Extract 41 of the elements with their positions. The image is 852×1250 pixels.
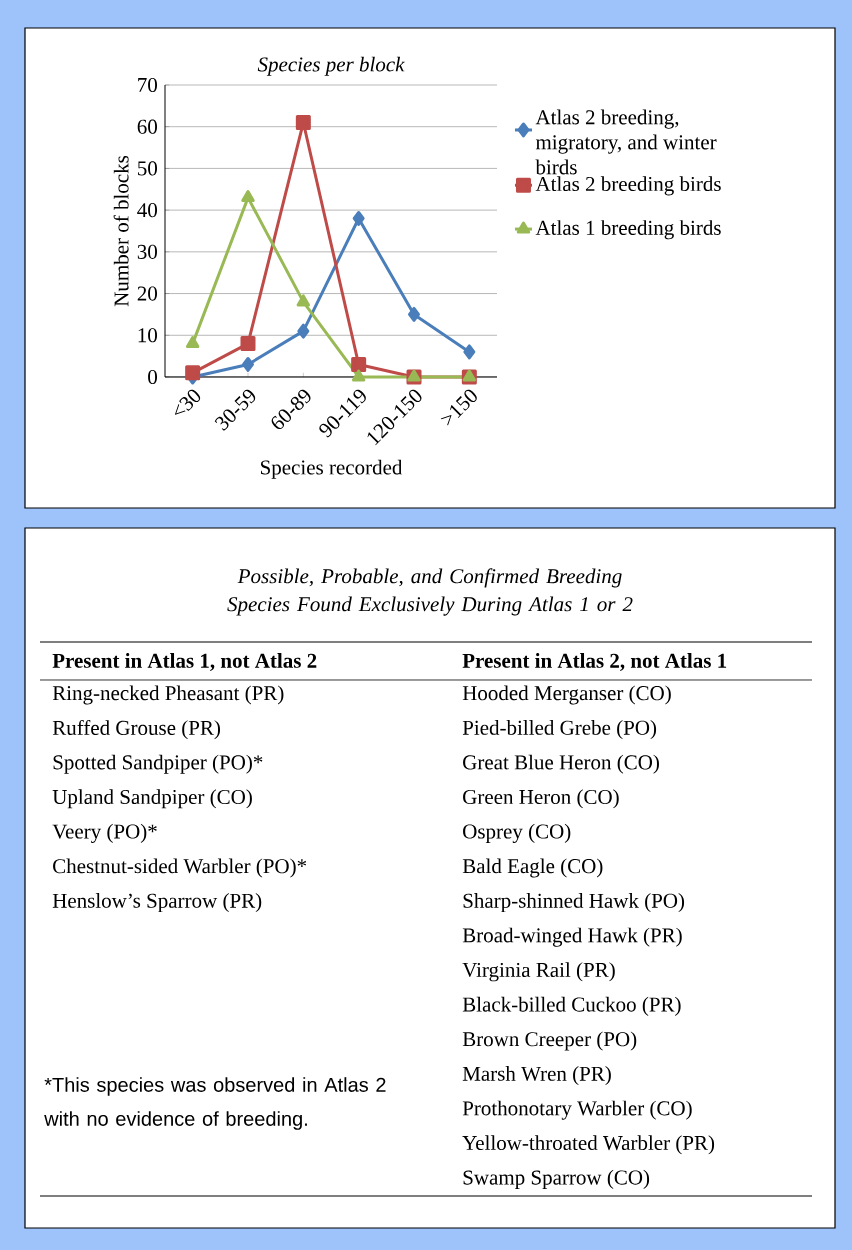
y-tick-label: 0 [148,369,158,385]
chart-title: Species per block [257,56,405,76]
text: Brown Creeper (PO) [462,1031,637,1051]
legend-label: Atlas 2 breeding birds [535,176,721,196]
text: Broad-winged Hawk (PR) [462,927,682,947]
text: Pied-billed Grebe (PO) [462,720,657,740]
y-tick-label: 20 [137,286,158,301]
legend-label: Atlas 1 breeding birds [535,220,721,240]
text: Osprey (CO) [463,823,571,843]
y-tick-label: 60 [137,119,158,134]
x-axis-title: Species recorded [260,459,403,479]
y-tick-label: 10 [138,328,158,343]
text: Marsh Wren (PR) [462,1066,611,1086]
text: Chestnut-sided Warbler (PO)* [53,858,307,878]
y-axis-title: Number of blocks [113,155,129,307]
text: Virginia Rail (PR) [462,962,615,982]
legend-label: Atlas 2 breeding, migratory, and winter birds [535,109,717,175]
text: Green Heron (CO) [463,789,619,809]
text: Spotted Sandpiper (PO)* [53,754,263,774]
y-tick-label: 70 [138,77,158,93]
text: Upland Sandpiper (CO) [52,789,252,809]
text: Ring-necked Pheasant (PR) [52,685,284,705]
y-tick-label: 40 [137,203,158,218]
text: Ruffed Grouse (PR) [52,719,221,740]
text: Sharp-shinned Hawk (PO) [463,893,685,913]
text: Bald Eagle (CO) [462,858,603,878]
text: Henslow’s Sparrow (PR) [52,893,262,913]
text: Present in Atlas 1, not Atlas 2 [52,653,317,671]
text: Possible, Probable, and Confirmed Breeding Species Found Exclusively During Atlas 1 or 2 [227,568,633,616]
text: Veery (PO)* [52,823,157,843]
text: Black-billed Cuckoo (PR) [462,996,681,1016]
text: Prothonotary Warbler (CO) [462,1100,692,1120]
y-tick-label: 30 [137,244,158,259]
text: Yellow-throated Warbler (PR) [462,1135,715,1155]
y-tick-label: 50 [138,161,158,176]
text: Great Blue Heron (CO) [463,754,659,774]
text: Present in Atlas 2, not Atlas 1 [462,653,727,671]
text: Hooded Merganser (CO) [462,685,671,705]
x-tick-label: <30 [174,389,201,415]
text: Swamp Sparrow (CO) [463,1169,650,1189]
text: *This species was observed in Atlas 2 with no evidence of breeding. [44,1077,386,1130]
